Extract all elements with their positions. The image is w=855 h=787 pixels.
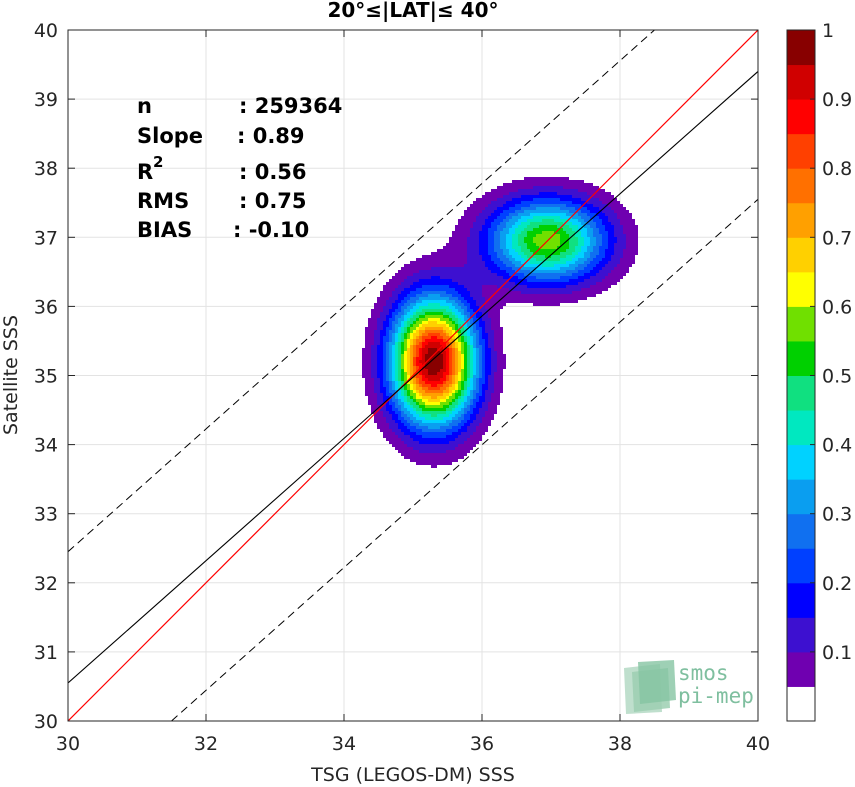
colorbar-segment	[787, 617, 815, 653]
y-tick-label: 31	[34, 642, 58, 664]
colorbar-tick-label: 0.7	[822, 227, 852, 249]
colorbar-segment	[787, 513, 815, 549]
stat-bias-value: : -0.10	[233, 218, 309, 242]
colorbar-tick-label: 0.9	[822, 89, 852, 111]
stat-n-value: : 259364	[239, 94, 342, 118]
colorbar-segment	[787, 271, 815, 307]
x-tick-label: 34	[332, 733, 356, 755]
stat-r2-superscript: 2	[153, 153, 163, 171]
stat-bias-label: BIAS	[137, 218, 192, 242]
y-axis-label: Satellite SSS	[0, 315, 22, 435]
colorbar-ticks: 0.1 0.2 0.3 0.4 0.5 0.6 0.7 0.8 0.9 1	[810, 20, 852, 664]
x-tick-label: 38	[608, 733, 632, 755]
colorbar-segment	[787, 651, 815, 687]
x-axis-label: TSG (LEGOS-DM) SSS	[310, 764, 515, 786]
colorbar-segment	[787, 444, 815, 480]
colorbar-tick-label: 0.8	[822, 158, 852, 180]
colorbar-segment	[787, 686, 815, 722]
upper-bound-line	[68, 30, 655, 553]
colorbar-segment	[787, 306, 815, 342]
colorbar-segment	[787, 410, 815, 446]
density-contours	[362, 177, 638, 468]
colorbar-segment	[787, 548, 815, 584]
x-tick-label: 36	[470, 733, 494, 755]
colorbar-segment	[787, 133, 815, 169]
y-tick-label: 36	[34, 296, 58, 318]
y-axis-ticks: 30 31 32 33 34 35 36 37 38 39 40	[34, 20, 758, 733]
y-tick-label: 37	[34, 227, 58, 249]
reference-lines	[68, 30, 758, 721]
x-tick-label: 32	[194, 733, 218, 755]
stat-r2-value: : 0.56	[239, 160, 307, 184]
stats-box: n : 259364 Slope : 0.89 R 2 : 0.56 RMS :…	[137, 94, 342, 242]
y-tick-label: 38	[34, 158, 58, 180]
colorbar-segment	[787, 375, 815, 411]
stat-r2-label: R	[137, 160, 153, 184]
colorbar-tick-label: 0.5	[822, 366, 852, 388]
colorbar-segment	[787, 30, 815, 66]
y-tick-label: 33	[34, 504, 58, 526]
stat-rms-value: : 0.75	[239, 189, 307, 213]
y-tick-label: 35	[34, 366, 58, 388]
colorbar-segment	[787, 340, 815, 376]
colorbar-segment	[787, 582, 815, 618]
y-tick-label: 30	[34, 711, 58, 733]
one-to-one-line	[68, 30, 758, 721]
colorbar-segment	[787, 168, 815, 204]
colorbar-tick-label: 0.2	[822, 573, 852, 595]
colorbar-segment	[787, 237, 815, 273]
colorbar-segment	[787, 99, 815, 135]
colorbar-tick-label: 0.4	[822, 435, 852, 457]
logo-mark-front	[638, 660, 676, 704]
colorbar-tick-label: 1	[822, 20, 834, 42]
x-tick-label: 40	[746, 733, 770, 755]
y-tick-label: 34	[34, 435, 58, 457]
colorbar-segment	[787, 202, 815, 238]
x-axis-ticks: 30 32 34 36 38 40	[56, 30, 770, 755]
x-tick-label: 30	[56, 733, 80, 755]
stat-n-label: n	[137, 94, 152, 118]
colorbar-tick-label: 0.3	[822, 504, 852, 526]
y-tick-label: 39	[34, 89, 58, 111]
colorbar-segment	[787, 64, 815, 100]
colorbar-segment	[787, 479, 815, 515]
logo-line1: smos	[678, 661, 729, 685]
stat-slope-label: Slope	[137, 124, 203, 148]
logo-line2: pi-mep	[678, 684, 754, 708]
stat-slope-value: : 0.89	[237, 124, 305, 148]
colorbar	[787, 30, 815, 722]
smos-pimep-logo: smos pi-mep	[624, 660, 754, 714]
colorbar-tick-label: 0.6	[822, 296, 852, 318]
y-tick-label: 40	[34, 20, 58, 42]
y-tick-label: 32	[34, 573, 58, 595]
colorbar-tick-label: 0.1	[822, 642, 852, 664]
lower-bound-line	[171, 198, 758, 721]
regression-line	[68, 71, 758, 684]
stat-rms-label: RMS	[137, 189, 189, 213]
chart-title: 20°≤|LAT|≤ 40°	[327, 0, 498, 22]
